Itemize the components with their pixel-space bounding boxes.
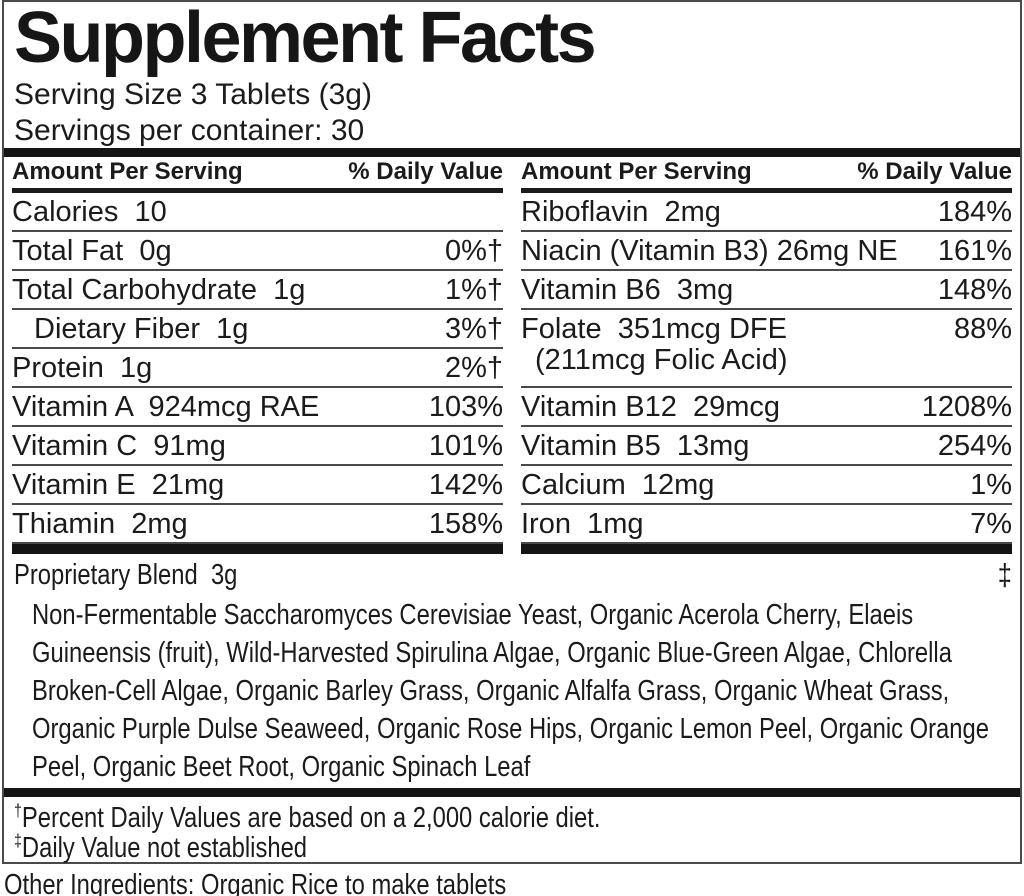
nutrient-daily-value: 142%: [428, 469, 503, 501]
nutrient-name: Iron 1mg: [521, 508, 644, 540]
not-established-footnote: ‡Daily Value not established: [14, 830, 998, 864]
nutrient-row-vitamin-c: Vitamin C 91mg 101%: [12, 427, 503, 466]
nutrient-row-vitamin-b5: Vitamin B5 13mg 254%: [521, 427, 1012, 466]
nutrient-row-vitamin-b6: Vitamin B6 3mg 148%: [521, 271, 1012, 310]
nutrient-name: Riboflavin 2mg: [521, 196, 721, 228]
nutrient-row-vitamin-b12: Vitamin B12 29mcg 1208%: [521, 388, 1012, 427]
column-header: Amount Per Serving % Daily Value: [12, 157, 503, 193]
column-header: Amount Per Serving % Daily Value: [521, 157, 1012, 193]
nutrient-name: Vitamin E 21mg: [12, 469, 225, 501]
daily-value-label: % Daily Value: [857, 158, 1012, 185]
nutrient-name: Thiamin 2mg: [12, 508, 188, 540]
amount-per-serving-label: Amount Per Serving: [12, 158, 243, 185]
nutrient-row-total-fat: Total Fat 0g 0%†: [12, 232, 503, 271]
double-dagger-symbol: ‡: [14, 830, 22, 851]
left-column-heavy-rule: [12, 544, 503, 554]
nutrient-name: Vitamin B5 13mg: [521, 430, 750, 462]
nutrient-daily-value: 1208%: [921, 391, 1012, 423]
left-nutrient-column: Amount Per Serving % Daily Value Calorie…: [12, 157, 503, 554]
footnote-text: Percent Daily Values are based on a 2,00…: [21, 802, 601, 834]
nutrient-name: Vitamin B12 29mcg: [521, 391, 780, 423]
nutrient-name: Total Fat 0g: [12, 235, 172, 267]
top-heavy-rule: [4, 148, 1020, 157]
nutrient-name: Vitamin B6 3mg: [521, 274, 734, 306]
nutrient-daily-value: 1%: [970, 469, 1012, 501]
nutrient-row-niacin: Niacin (Vitamin B3) 26mg NE 161%: [521, 232, 1012, 271]
folate-primary-name: Folate 351mcg DFE: [521, 313, 787, 345]
nutrient-daily-value: 3%†: [444, 313, 503, 345]
nutrient-daily-value: 7%: [970, 508, 1012, 540]
nutrient-name: Folate 351mcg DFE (211mcg Folic Acid): [521, 314, 788, 376]
nutrient-row-folate: Folate 351mcg DFE (211mcg Folic Acid) 88%: [521, 310, 1012, 388]
bottom-heavy-rule: [4, 788, 1020, 797]
nutrient-name: Total Carbohydrate 1g: [12, 274, 306, 306]
nutrient-name: Protein 1g: [12, 352, 153, 384]
nutrient-daily-value: 1%†: [444, 274, 503, 306]
proprietary-blend-name: Proprietary Blend 3g: [14, 559, 238, 591]
nutrient-row-total-carbohydrate: Total Carbohydrate 1g 1%†: [12, 271, 503, 310]
nutrient-row-calcium: Calcium 12mg 1%: [521, 466, 1012, 505]
footnotes-section: †Percent Daily Values are based on a 2,0…: [12, 797, 1012, 863]
nutrient-row-vitamin-e: Vitamin E 21mg 142%: [12, 466, 503, 505]
nutrient-daily-value: 161%: [937, 235, 1012, 267]
nutrient-daily-value: 184%: [937, 196, 1012, 228]
serving-size-line: Serving Size 3 Tablets (3g): [14, 78, 372, 111]
nutrient-row-thiamin: Thiamin 2mg 158%: [12, 505, 503, 544]
nutrient-name: Calories 10: [12, 196, 167, 228]
nutrient-daily-value: 2%†: [444, 352, 503, 384]
nutrient-row-protein: Protein 1g 2%†: [12, 349, 503, 388]
dagger-symbol: †: [14, 800, 22, 821]
nutrient-name: Niacin (Vitamin B3) 26mg NE: [521, 235, 898, 267]
footnote-text: Daily Value not established: [21, 832, 308, 864]
nutrient-daily-value: 254%: [937, 430, 1012, 462]
right-column-heavy-rule: [521, 544, 1012, 554]
blend-ingredients-text: Non-Fermentable Saccharomyces Cerevisiae…: [32, 599, 989, 783]
panel-title: Supplement Facts: [14, 0, 597, 78]
nutrient-row-calories: Calories 10: [12, 193, 503, 232]
daily-value-label: % Daily Value: [348, 158, 503, 185]
nutrient-daily-value: 148%: [937, 274, 1012, 306]
nutrient-row-vitamin-a: Vitamin A 924mcg RAE 103%: [12, 388, 503, 427]
daily-value-footnote: †Percent Daily Values are based on a 2,0…: [14, 800, 998, 834]
daily-value-not-established-mark: ‡: [997, 557, 1012, 592]
nutrient-row-iron: Iron 1mg 7%: [521, 505, 1012, 544]
nutrient-row-dietary-fiber: Dietary Fiber 1g 3%†: [12, 310, 503, 349]
nutrient-name: Calcium 12mg: [521, 469, 715, 501]
folate-secondary-name: (211mcg Folic Acid): [535, 344, 788, 376]
right-nutrient-column: Amount Per Serving % Daily Value Ribofla…: [521, 157, 1012, 554]
other-ingredients-text: Other Ingredients: Organic Rice to make …: [4, 869, 507, 896]
nutrient-columns: Amount Per Serving % Daily Value Calorie…: [12, 157, 1012, 554]
nutrient-name: Vitamin A 924mcg RAE: [12, 391, 320, 423]
nutrient-name: Dietary Fiber 1g: [34, 313, 249, 345]
proprietary-blend-header: Proprietary Blend 3g ‡: [14, 558, 1012, 592]
proprietary-blend-section: Proprietary Blend 3g ‡ Non-Fermentable S…: [12, 554, 1012, 786]
servings-per-container-line: Servings per container: 30: [14, 114, 365, 147]
nutrient-name: Vitamin C 91mg: [12, 430, 226, 462]
nutrient-daily-value: 88%: [953, 313, 1012, 345]
supplement-facts-panel: Supplement Facts Serving Size 3 Tablets …: [2, 0, 1022, 864]
nutrient-daily-value: 103%: [428, 391, 503, 423]
nutrient-daily-value: 0%†: [444, 235, 503, 267]
nutrient-daily-value: 158%: [428, 508, 503, 540]
nutrient-row-riboflavin: Riboflavin 2mg 184%: [521, 193, 1012, 232]
nutrient-daily-value: 101%: [428, 430, 503, 462]
amount-per-serving-label: Amount Per Serving: [521, 158, 752, 185]
